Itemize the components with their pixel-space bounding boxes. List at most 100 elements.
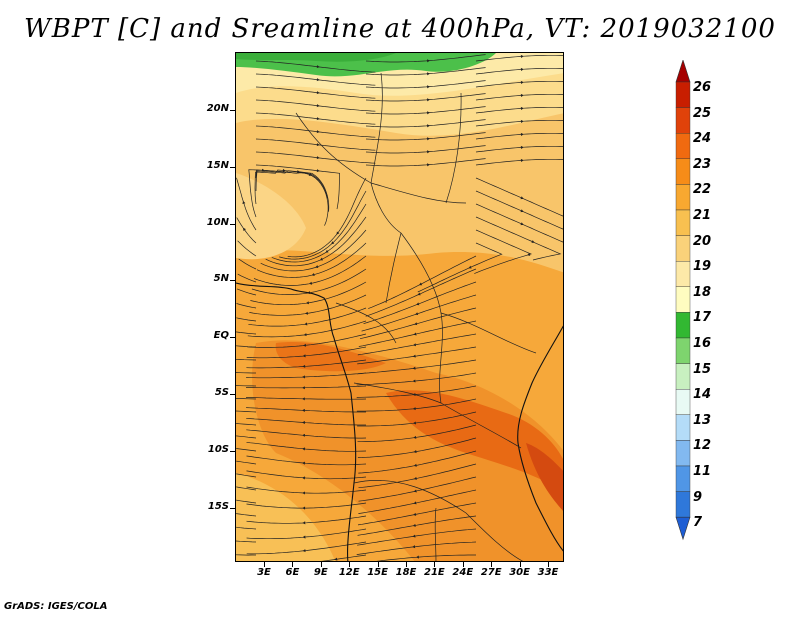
streamline: [236, 526, 257, 530]
streamline: [255, 60, 376, 73]
streamline-arrowhead: [316, 169, 320, 173]
longitude-tick: [349, 562, 351, 567]
streamline: [236, 460, 257, 465]
colorbar-segment: [675, 363, 691, 390]
streamline: [475, 158, 563, 166]
streamline: [365, 93, 486, 102]
latitude-tick: [230, 337, 235, 339]
streamline-arrowhead: [412, 523, 416, 527]
streamline: [245, 397, 367, 400]
streamline: [358, 320, 477, 347]
colorbar-segment: [675, 158, 691, 185]
colorbar-segment: [675, 235, 691, 262]
streamline: [475, 132, 563, 140]
streamline: [246, 515, 367, 524]
streamline-arrowhead: [520, 106, 524, 110]
longitude-label: 24E: [452, 567, 474, 578]
streamline-arrowhead: [413, 450, 417, 454]
streamline-arrowhead: [413, 501, 417, 505]
streamline-arrowhead: [419, 282, 423, 286]
streamline-arrowhead: [412, 545, 416, 549]
streamline: [321, 554, 367, 561]
streamline: [356, 372, 477, 386]
streamline-arrowhead: [427, 85, 430, 89]
colorbar-label: 14: [693, 387, 712, 403]
longitude-tick: [320, 562, 322, 567]
streamline: [475, 67, 563, 75]
latitude-tick: [230, 450, 235, 452]
streamline-arrowhead: [302, 397, 305, 401]
latitude-label: 20N: [206, 103, 229, 114]
streamline: [255, 164, 340, 210]
colorbar-label: 18: [693, 284, 712, 300]
longitude-label: 27E: [480, 567, 502, 578]
streamline-arrowhead: [520, 93, 524, 97]
colorbar: [675, 60, 691, 541]
streamline-arrowhead: [413, 435, 417, 439]
streamline: [248, 307, 367, 327]
streamline: [246, 359, 367, 369]
colorbar-label: 16: [693, 336, 712, 351]
streamline: [363, 281, 477, 325]
streamline-arrowhead: [302, 476, 305, 480]
streamline-arrowhead: [412, 366, 416, 370]
longitude-tick: [548, 562, 549, 567]
streamline-arrowhead: [316, 104, 320, 108]
streamline: [236, 358, 257, 361]
map-title: WBPT [C] and Sreamline at 400hPa, VT: 20…: [24, 14, 776, 44]
streamline: [251, 268, 367, 295]
streamline-arrowhead: [302, 364, 306, 368]
colorbar-segment: [675, 465, 691, 492]
colorbar-label: 12: [693, 438, 712, 454]
colorbar-label: 7: [693, 515, 703, 531]
streamline-arrowhead: [520, 222, 524, 226]
streamline-arrowhead: [315, 265, 319, 269]
streamline: [356, 398, 477, 412]
streamline: [246, 385, 367, 389]
streamline: [358, 489, 477, 514]
wbpt-band-24: [526, 443, 563, 511]
streamline: [248, 169, 319, 218]
streamline: [365, 158, 486, 167]
streamline: [236, 217, 257, 244]
streamline: [357, 437, 477, 458]
streamline: [255, 73, 376, 86]
latitude-label: EQ: [213, 330, 229, 342]
colorbar-label: 21: [693, 208, 712, 223]
streamline: [236, 177, 257, 231]
streamline-arrowhead: [331, 241, 335, 245]
longitude-tick: [462, 562, 464, 567]
streamline: [255, 112, 376, 125]
colorbar-segment: [675, 132, 691, 159]
colorbar-segment: [675, 184, 691, 211]
streamline-arrowhead: [302, 433, 306, 437]
streamline-arrowhead: [243, 227, 246, 231]
streamline-arrowhead: [531, 240, 535, 243]
streamline-arrowhead: [413, 332, 417, 336]
streamline-arrowhead: [414, 322, 418, 326]
latitude-label: 15N: [206, 159, 229, 171]
streamline: [236, 540, 257, 543]
streamline: [246, 470, 367, 480]
streamline-arrowhead: [427, 150, 430, 154]
streamline: [375, 554, 476, 561]
streamline: [255, 151, 376, 164]
streamline: [475, 93, 563, 101]
streamline: [254, 169, 328, 205]
streamline: [246, 541, 367, 555]
streamline-arrowhead: [302, 354, 306, 358]
streamline-arrowhead: [520, 158, 524, 162]
latitude-label: 10N: [206, 216, 229, 228]
credit-label: GrADS: IGES/COLA: [4, 601, 108, 612]
colorbar-label: 9: [693, 489, 703, 505]
colorbar-segment: [675, 337, 691, 364]
streamline: [365, 132, 486, 141]
streamline-arrows: [242, 54, 535, 561]
latitude-tick: [230, 280, 235, 282]
wbpt-band-23: [386, 390, 563, 492]
latitude-label: 5S: [214, 387, 229, 398]
colorbar-label: 24: [693, 131, 712, 147]
streamline-arrowhead: [520, 209, 524, 213]
colorbar-segment: [675, 440, 691, 467]
streamline: [358, 476, 477, 502]
